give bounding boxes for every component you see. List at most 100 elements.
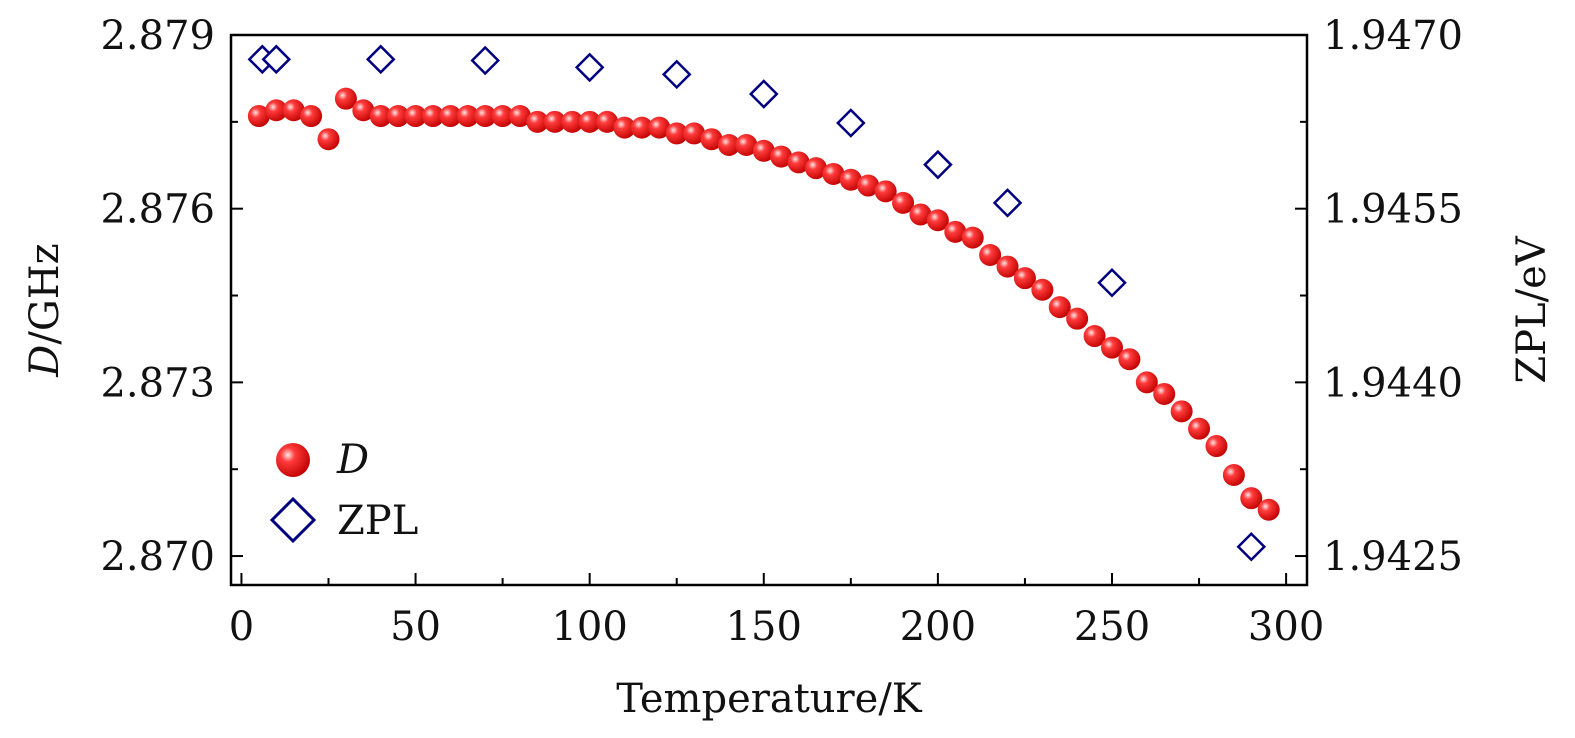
d-data-point	[1153, 382, 1176, 405]
x-tick-label: 200	[900, 604, 976, 650]
d-data-point	[509, 105, 532, 128]
d-data-point	[1188, 417, 1211, 440]
zpl-data-point	[923, 149, 953, 180]
d-data-point	[683, 122, 706, 145]
d-data-point	[944, 220, 967, 243]
d-data-point	[1013, 267, 1036, 290]
d-data-point	[1135, 371, 1158, 394]
d-data-point	[1083, 325, 1106, 348]
right-y-tick-label: 1.9455	[1323, 187, 1463, 233]
series-d-markers	[247, 87, 1280, 521]
d-data-point	[1118, 348, 1141, 371]
d-data-point	[387, 105, 410, 128]
d-data-point	[717, 134, 740, 156]
d-data-point	[630, 116, 653, 139]
d-data-point	[892, 191, 915, 214]
d-data-point	[265, 99, 288, 122]
d-data-point	[735, 134, 758, 156]
d-data-point	[578, 110, 601, 133]
x-axis-ticks: 0 50 100 150 200 250 300	[229, 573, 1324, 650]
zpl-data-point	[749, 79, 779, 109]
d-data-point	[543, 110, 566, 133]
d-data-point	[491, 105, 514, 128]
d-data-point	[439, 105, 462, 128]
d-data-point	[334, 87, 357, 110]
zpl-data-point	[261, 44, 292, 75]
d-data-point	[474, 105, 497, 128]
d-data-point	[317, 128, 340, 151]
d-data-point	[961, 226, 984, 249]
zpl-data-point	[836, 108, 866, 138]
d-data-point	[805, 157, 828, 180]
d-data-point	[752, 139, 775, 162]
right-y-axis-ticks: 1.9470 1.9455 1.9440 1.9425	[1295, 13, 1463, 580]
zpl-data-point	[661, 59, 692, 90]
zpl-data-point	[365, 44, 396, 75]
right-y-axis-title: ZPL/eV	[1509, 235, 1555, 383]
d-data-point	[596, 110, 619, 133]
d-data-point	[613, 116, 636, 139]
d-data-point	[561, 110, 584, 133]
x-tick-label: 100	[551, 604, 627, 650]
zpl-data-point	[470, 45, 500, 76]
d-data-point	[1066, 307, 1089, 330]
d-data-point	[770, 145, 793, 168]
d-data-point	[648, 116, 671, 139]
d-data-point	[979, 244, 1002, 266]
d-data-point	[665, 122, 688, 145]
d-data-point	[1048, 296, 1071, 319]
plot-frame	[229, 33, 1309, 587]
d-data-point	[1222, 464, 1245, 486]
legend: D ZPL	[269, 437, 418, 544]
right-y-tick-label: 1.9440	[1323, 360, 1463, 406]
d-data-point	[1205, 435, 1228, 458]
series-zpl-markers	[247, 44, 1267, 562]
zpl-data-point	[1236, 532, 1267, 562]
d-data-point	[822, 162, 845, 185]
d-data-point	[926, 209, 949, 232]
d-data-point	[526, 110, 549, 133]
d-data-point	[1240, 487, 1263, 510]
left-y-axis-title: D/GHz	[22, 243, 68, 377]
d-data-point	[1170, 400, 1193, 423]
left-y-tick-label: 2.876	[100, 187, 215, 233]
d-data-point	[421, 105, 444, 128]
zpl-data-point	[992, 188, 1023, 218]
d-data-point	[787, 151, 810, 174]
d-data-point	[282, 99, 305, 122]
x-tick-label: 0	[229, 604, 254, 650]
legend-label-zpl: ZPL	[337, 498, 418, 544]
d-data-point	[1257, 498, 1280, 521]
x-tick-label: 300	[1248, 604, 1324, 650]
d-data-point	[456, 105, 479, 128]
d-data-point	[300, 105, 323, 128]
d-data-point	[839, 168, 862, 191]
x-tick-label: 250	[1074, 604, 1150, 650]
d-data-point	[909, 203, 932, 226]
zpl-data-point	[574, 52, 605, 83]
d-data-point	[247, 105, 270, 128]
d-data-point	[857, 174, 880, 197]
legend-marker-d	[276, 443, 310, 477]
right-y-tick-label: 1.9425	[1323, 534, 1463, 580]
x-tick-label: 50	[390, 604, 441, 650]
d-data-point	[700, 128, 723, 151]
left-y-tick-label: 2.879	[100, 13, 215, 59]
x-tick-label: 150	[726, 604, 802, 650]
d-data-point	[352, 99, 375, 122]
x-axis-title: Temperature/K	[616, 676, 923, 722]
zpl-data-point	[1097, 268, 1127, 298]
left-y-tick-label: 2.873	[100, 360, 215, 406]
right-y-tick-label: 1.9470	[1323, 13, 1463, 59]
legend-marker-zpl	[269, 496, 317, 544]
d-data-point	[996, 255, 1019, 278]
legend-label-d: D	[336, 437, 369, 483]
left-y-axis-ticks: 2.879 2.876 2.873 2.870	[100, 13, 243, 580]
d-data-point	[874, 180, 897, 203]
d-data-point	[1031, 278, 1054, 301]
d-data-point	[369, 105, 392, 128]
d-data-point	[404, 105, 427, 128]
left-y-tick-label: 2.870	[100, 534, 215, 580]
d-data-point	[1100, 336, 1123, 359]
